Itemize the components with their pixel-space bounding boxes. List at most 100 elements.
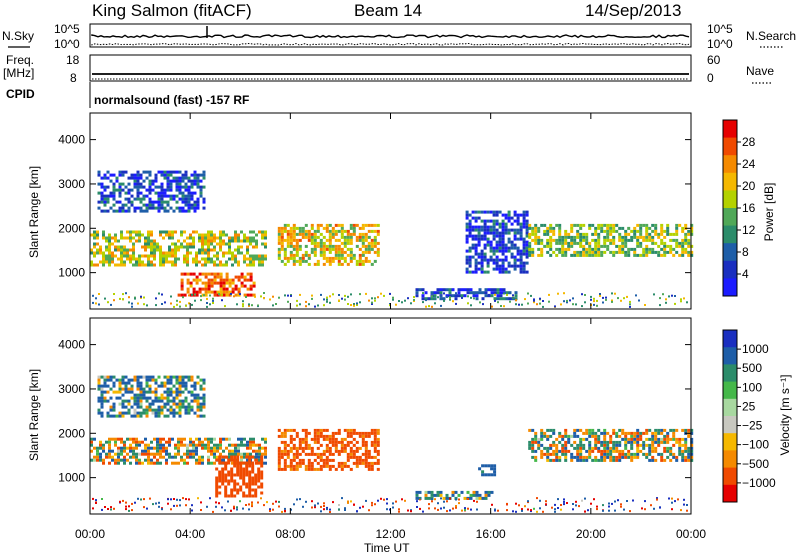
power-cells-speckle — [113, 299, 115, 302]
vel-cells-cell — [543, 446, 547, 450]
vel-cells-cell — [549, 446, 553, 450]
vel-cells-cell — [678, 443, 682, 447]
power-cells-cell — [483, 222, 487, 226]
power-cells-cell — [492, 267, 496, 271]
vel-cells-cell — [600, 449, 604, 453]
vel-cells-cell — [240, 452, 243, 456]
power-cells-cell — [196, 179, 200, 183]
power-cells-cell — [172, 176, 176, 180]
power-cells-cell — [474, 219, 478, 223]
power-cells-cell — [477, 237, 481, 241]
vel-cells-cell — [106, 384, 110, 388]
power-cells-cell — [222, 242, 225, 246]
vel-cells-cell — [236, 467, 240, 471]
vel-cells-cell — [283, 467, 287, 471]
power-cells-cell — [663, 247, 667, 251]
power-cells-cell — [469, 291, 473, 295]
power-cells-cell — [496, 288, 500, 292]
power-cells-cell — [264, 245, 267, 249]
power-cells-cell — [373, 259, 377, 263]
power-cells-speckle — [347, 295, 349, 298]
power-cells-cell — [154, 179, 158, 183]
vel-cells-cell — [639, 431, 643, 435]
vel-cells-cell — [681, 443, 685, 447]
vel-cells-cell — [346, 458, 350, 462]
power-cells-cell — [322, 262, 326, 266]
power-cells-cell — [102, 254, 105, 258]
vel-cells-cell — [198, 455, 201, 459]
power-cells-cell — [483, 234, 487, 238]
power-cells-cell — [346, 253, 350, 257]
power-cells-cell — [564, 247, 568, 251]
power-cells-cell — [219, 242, 222, 246]
power-cells-cell — [492, 246, 496, 250]
power-cells-cell — [480, 267, 484, 271]
vel-cells-cell — [322, 434, 326, 438]
power-cells-cell — [331, 232, 335, 236]
vel-cells-cell — [177, 440, 180, 444]
vel-cells-cell — [573, 455, 577, 459]
power-cells-speckle — [260, 295, 262, 298]
power-cells-cell — [364, 247, 368, 251]
vel-cells-cell — [654, 446, 658, 450]
vel-cells-cell — [660, 428, 664, 432]
power-cells-cell — [172, 170, 176, 174]
power-cells-cell — [219, 278, 223, 282]
vel-cells-cell — [633, 437, 637, 441]
vel-cells-cell — [218, 473, 222, 477]
vel-cells-cell — [364, 431, 368, 435]
power-cells-cell — [594, 226, 598, 230]
vel-cells-cell — [370, 440, 374, 444]
power-cells-cell — [127, 182, 131, 186]
power-cells-cell — [346, 241, 350, 245]
vel-cells-cell — [376, 449, 380, 453]
power-cells-cell — [582, 250, 586, 254]
vel-cells-cell — [174, 443, 177, 447]
vel-cells-cell — [546, 449, 550, 453]
power-cells-speckle — [314, 305, 316, 308]
power-cells-cell — [190, 206, 194, 210]
power-cells-cell — [234, 257, 237, 261]
vel-cells-cell — [112, 402, 116, 406]
vel-cells-cell — [651, 437, 655, 441]
power-cells-cell — [108, 260, 111, 264]
power-cells-cell — [174, 242, 177, 246]
power-cells-cell — [207, 272, 211, 276]
power-cells-cell — [193, 182, 197, 186]
vel-cells-cell — [160, 405, 164, 409]
vel-cells-cell — [600, 458, 604, 462]
power-cells-cell — [525, 234, 529, 238]
power-cells-cell — [657, 250, 661, 254]
power-cells-cell — [132, 242, 135, 246]
vel-cells-cell — [156, 449, 159, 453]
power-cells-cell — [687, 229, 691, 233]
power-cells-cell — [184, 200, 188, 204]
vel-cells-cell — [310, 464, 314, 468]
power-cells-cell — [106, 194, 110, 198]
power-cells-cell — [588, 250, 592, 254]
power-cells-cell — [678, 244, 682, 248]
vel-cells-cell — [349, 440, 353, 444]
power-cells-cell — [657, 244, 661, 248]
vel-cells-cell — [373, 428, 377, 432]
power-cells-cell — [93, 230, 96, 234]
power-cells-speckle — [350, 293, 352, 296]
vel-cells-speckle — [596, 505, 598, 508]
vel-cells-cell — [576, 458, 580, 462]
vel-cells-speckle — [617, 499, 619, 502]
vel-cells-cell — [310, 446, 314, 450]
power-cells-cell — [103, 194, 107, 198]
power-cells-cell — [373, 223, 377, 227]
power-cells-speckle — [377, 296, 379, 299]
power-cells-cell — [204, 236, 207, 240]
power-cells-cell — [115, 179, 119, 183]
vel-cells-speckle — [236, 508, 238, 511]
vel-cells-cell — [169, 390, 173, 394]
power-cells-cell — [307, 262, 311, 266]
power-cells-cell — [196, 203, 200, 207]
power-cells-cell — [286, 244, 290, 248]
vel-cells-cell — [242, 479, 246, 483]
power-cells-cell — [219, 263, 222, 267]
vel-cells-cell — [181, 378, 185, 382]
vel-cbar-swatch — [723, 433, 737, 451]
